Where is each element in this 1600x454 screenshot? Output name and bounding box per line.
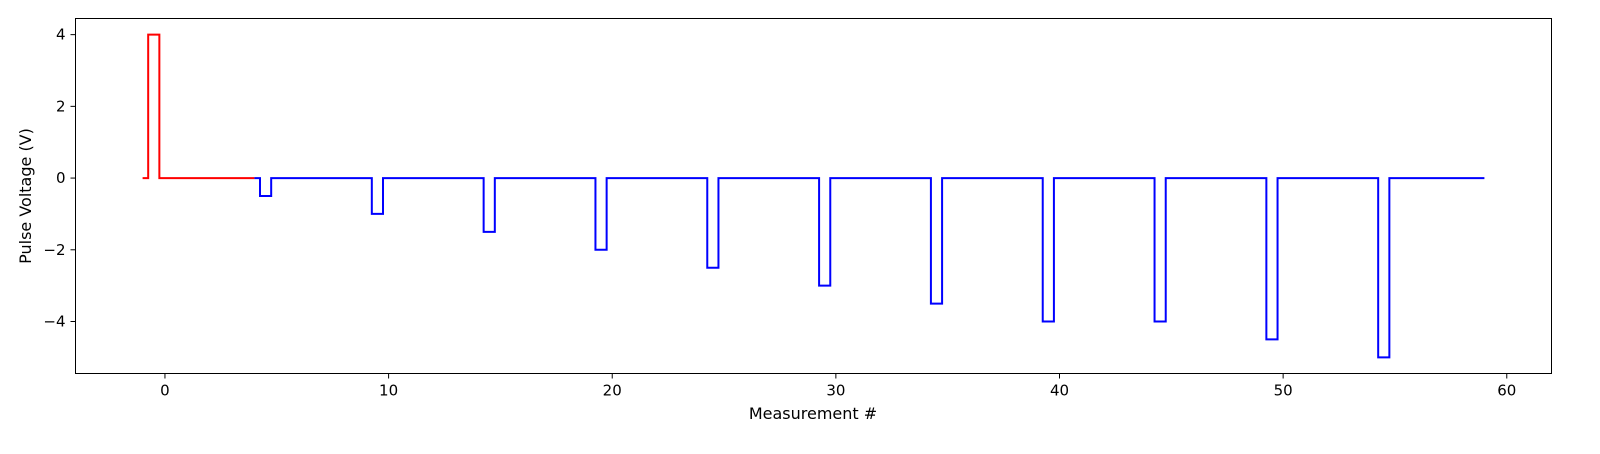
plot-frame xyxy=(75,18,1552,374)
series-line-2 xyxy=(254,177,1485,359)
y-tick-label: 4 xyxy=(56,26,66,44)
y-axis: −4 −2 0 2 4 xyxy=(43,26,76,331)
x-tick-label: 40 xyxy=(1050,382,1069,400)
x-tick-label: 20 xyxy=(603,382,622,400)
x-tick-label: 30 xyxy=(826,382,845,400)
x-tick-label: 50 xyxy=(1274,382,1293,400)
y-tick-label: 2 xyxy=(56,97,66,115)
x-tick-label: 60 xyxy=(1497,382,1516,400)
x-axis: 0 10 20 30 40 50 60 xyxy=(160,373,1516,400)
x-tick-label: 10 xyxy=(379,382,398,400)
series-line-1 xyxy=(142,33,255,180)
series-layer xyxy=(142,33,1485,359)
y-tick-label: 0 xyxy=(56,169,66,187)
y-tick-label: −4 xyxy=(43,313,65,331)
y-axis-label: Pulse Voltage (V) xyxy=(16,128,35,264)
y-tick-label: −2 xyxy=(43,241,65,259)
x-tick-label: 0 xyxy=(160,382,170,400)
x-axis-label: Measurement # xyxy=(749,404,877,423)
